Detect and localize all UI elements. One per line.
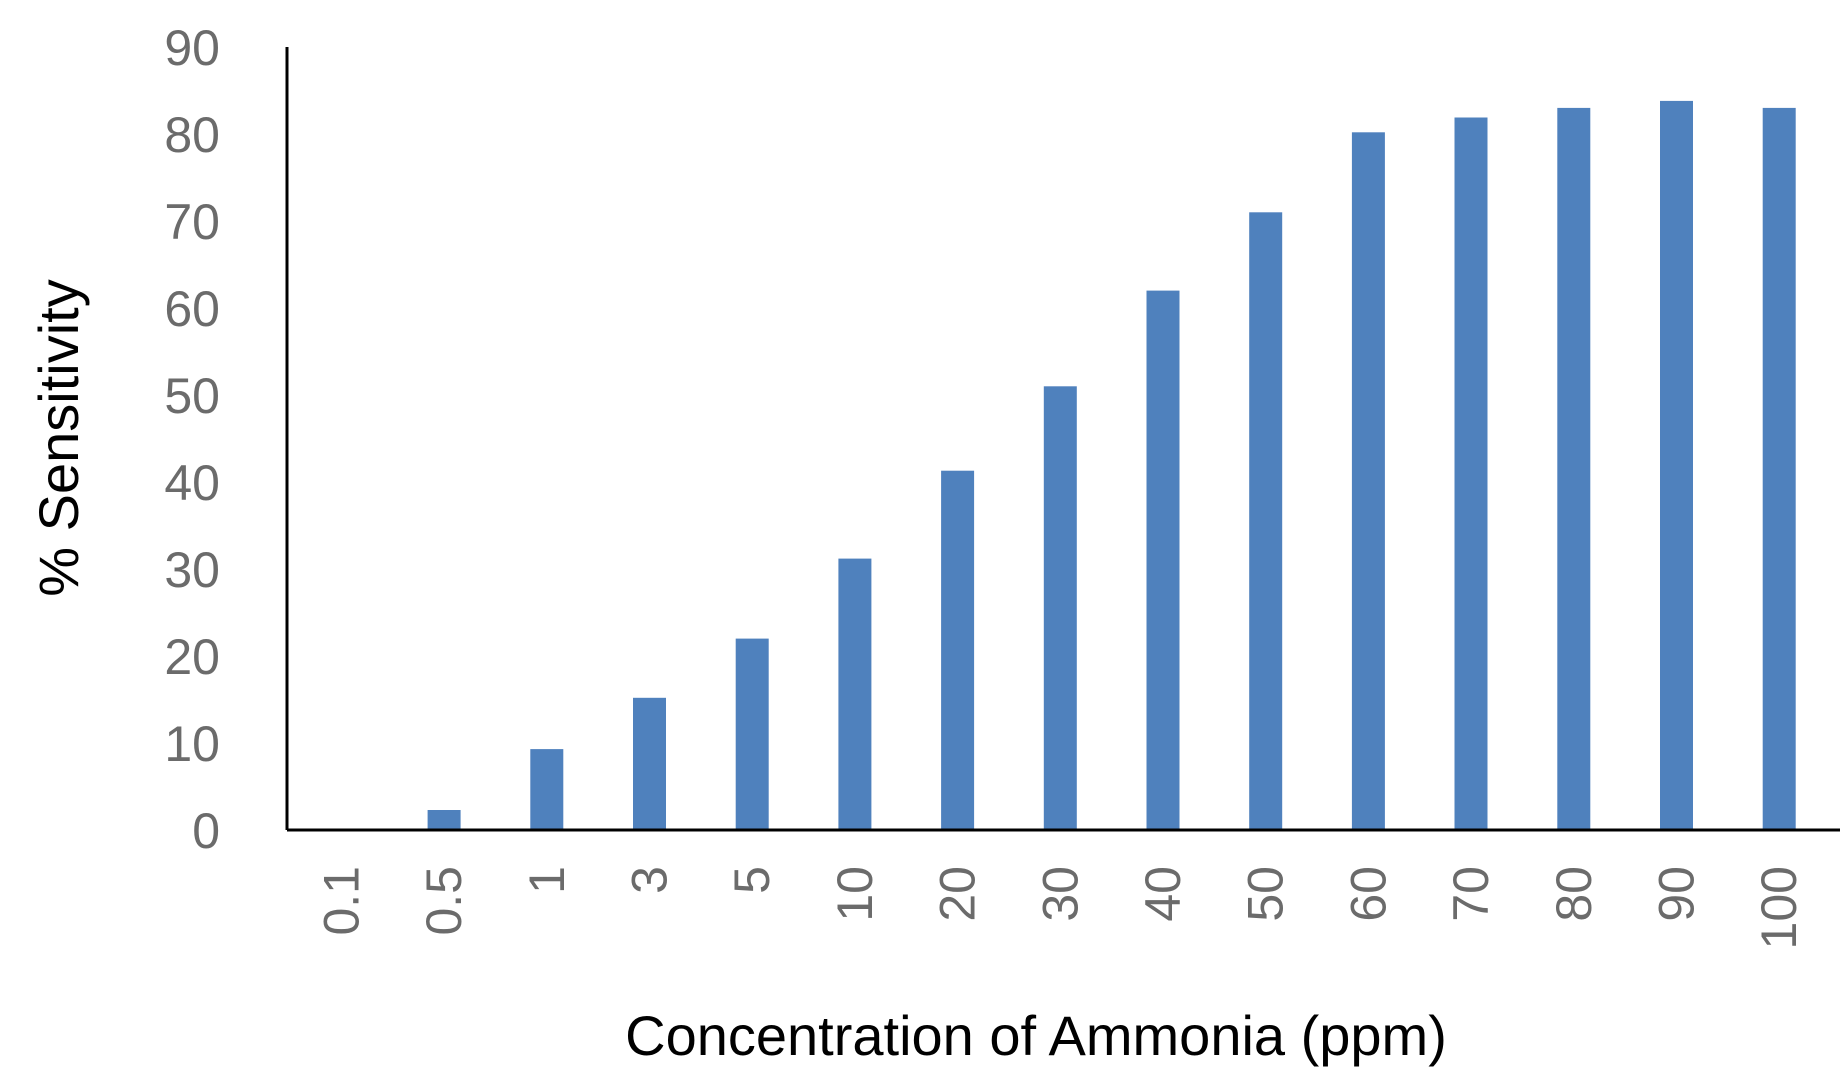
x-tick-label: 50 — [1238, 866, 1294, 922]
x-tick-label: 0.5 — [416, 866, 472, 936]
y-tick-label: 80 — [164, 107, 220, 163]
bar-60 — [1351, 132, 1385, 831]
x-axis-title: Concentration of Ammonia (ppm) — [625, 1004, 1447, 1067]
y-tick-label: 60 — [164, 281, 220, 337]
y-tick-label: 70 — [164, 194, 220, 250]
y-tick-label: 30 — [164, 542, 220, 598]
bar-80 — [1557, 107, 1591, 830]
y-tick-label: 50 — [164, 368, 220, 424]
bar-10 — [838, 558, 872, 830]
x-tick-label: 60 — [1340, 866, 1396, 922]
x-tick-label: 5 — [724, 866, 780, 894]
x-tick-label: 3 — [622, 866, 678, 894]
bar-40 — [1146, 290, 1180, 831]
x-tick-label: 100 — [1751, 866, 1807, 949]
y-tick-label: 0 — [192, 803, 220, 859]
x-tick-label: 10 — [827, 866, 883, 922]
y-tick-labels: 0 10 20 30 40 50 60 70 80 90 — [164, 20, 220, 859]
x-tick-label: 30 — [1032, 866, 1088, 922]
bar-90 — [1660, 100, 1693, 830]
x-tick-label: 0.1 — [313, 866, 369, 936]
bar-100 — [1762, 107, 1796, 830]
bar-3 — [633, 697, 666, 830]
x-tick-labels: 0.1 0.5 1 3 5 10 20 30 40 50 60 70 80 90 100 — [313, 866, 1807, 949]
bar-30 — [1043, 386, 1077, 830]
bars-layer — [427, 100, 1796, 831]
x-tick-label: 80 — [1546, 866, 1602, 922]
y-tick-label: 20 — [164, 629, 220, 685]
y-tick-label: 40 — [164, 455, 220, 511]
x-tick-label: 1 — [519, 866, 575, 894]
bar-1 — [530, 749, 564, 830]
x-tick-label: 90 — [1649, 866, 1705, 922]
bar-5 — [735, 638, 769, 830]
x-tick-label: 40 — [1135, 866, 1191, 922]
x-tick-label: 70 — [1443, 866, 1499, 922]
y-axis-title: % Sensitivity — [27, 279, 90, 596]
bar-50 — [1249, 212, 1283, 831]
bar-70 — [1454, 117, 1488, 830]
y-tick-label: 90 — [164, 20, 220, 76]
bar-20 — [941, 470, 975, 830]
bar-0.5 — [427, 810, 461, 830]
x-tick-label: 20 — [930, 866, 986, 922]
y-tick-label: 10 — [164, 716, 220, 772]
